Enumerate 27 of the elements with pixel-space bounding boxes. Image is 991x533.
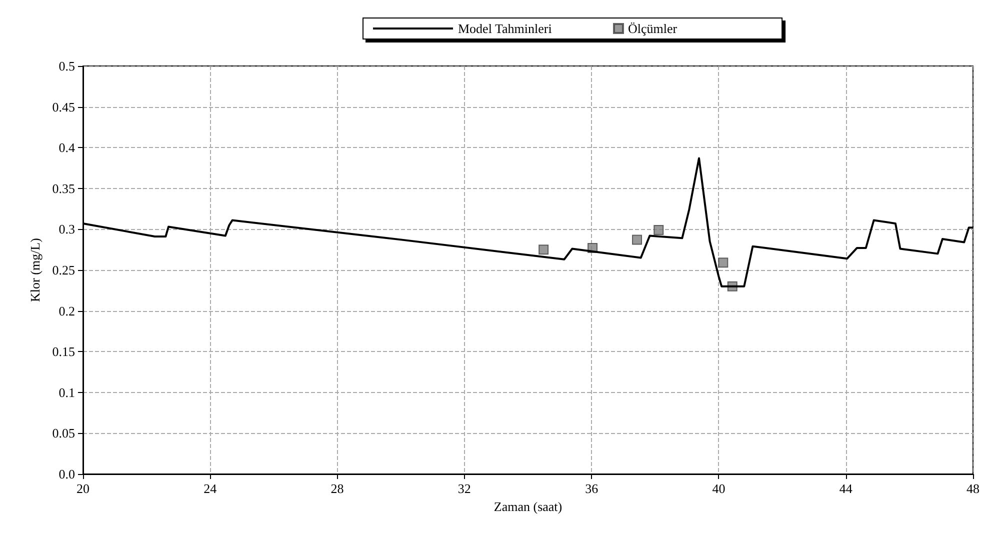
point	[632, 234, 642, 245]
x-tick-label: 36	[585, 481, 599, 496]
y-tick-label: 0.3	[58, 222, 75, 237]
y-tick-label: 0.1	[58, 384, 75, 400]
x-tick-label: 28	[330, 481, 344, 496]
y-tick-label: 0.5	[58, 58, 75, 74]
point	[538, 244, 549, 255]
point	[718, 258, 728, 268]
y-tick-label: 0.15	[52, 344, 75, 360]
y-tick-label: 0.0	[58, 466, 75, 482]
x-tick-label: 40	[712, 481, 726, 496]
x-axis-title: Zaman (saat)	[494, 498, 562, 514]
point	[654, 225, 664, 236]
x-tick-label: 24	[204, 481, 218, 496]
x-tick-label: 32	[458, 481, 471, 496]
text: Model Tahminleri	[458, 21, 552, 36]
x-tick-label: 48	[966, 481, 980, 496]
y-axis-title: Klor (mg/L)	[27, 238, 42, 302]
y-tick-label: 0.2	[58, 303, 75, 318]
y-tick-label: 0.45	[52, 99, 75, 114]
x-tick-label: 20	[76, 481, 90, 496]
x-tick-label: 44	[839, 481, 853, 496]
y-tick-label: 0.05	[52, 426, 75, 441]
y-tick-label: 0.35	[52, 180, 75, 196]
y-tick-label: 0.4	[58, 140, 76, 156]
legend-label: Ölçümler	[628, 21, 678, 36]
y-tick-label: 0.25	[52, 262, 75, 278]
